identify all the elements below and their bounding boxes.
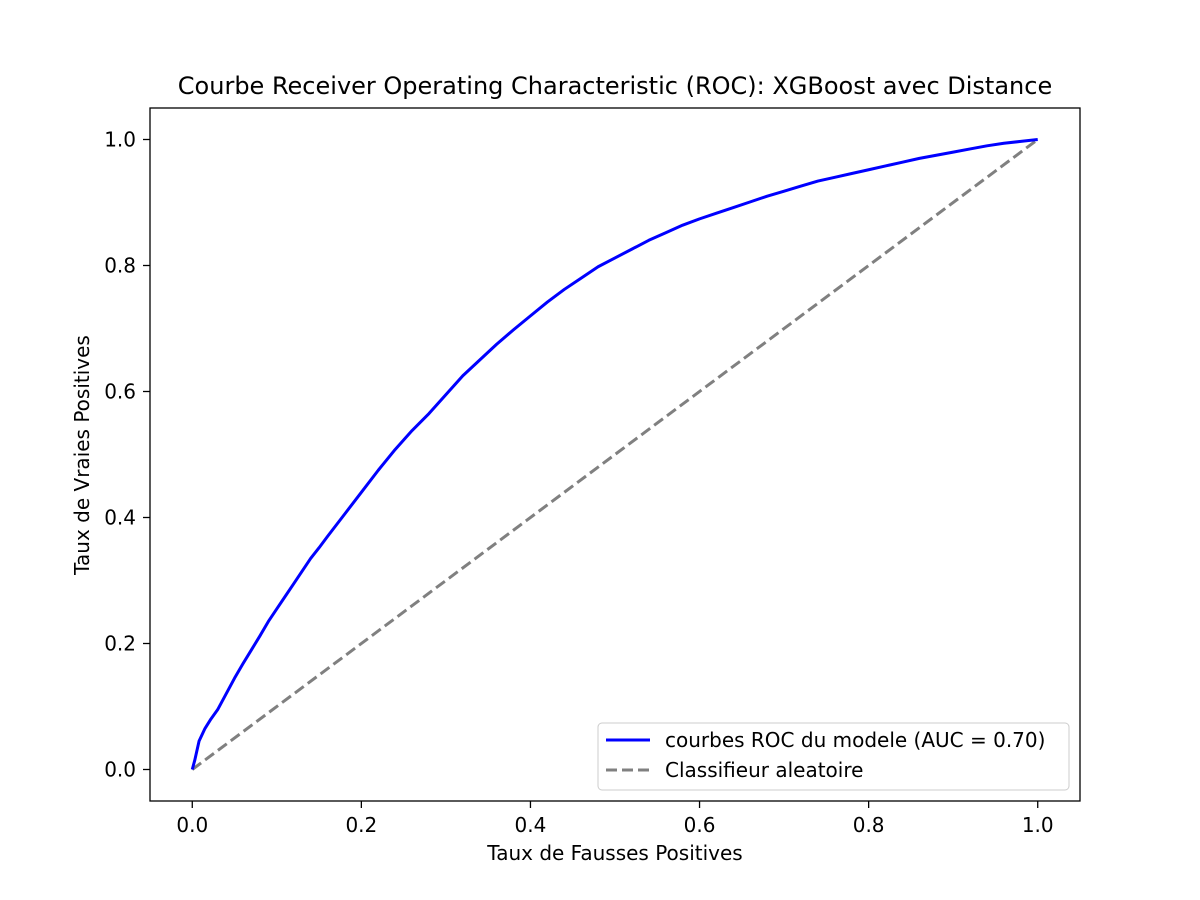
chart-title: Courbe Receiver Operating Characteristic… — [178, 72, 1052, 100]
y-tick-label: 0.0 — [104, 758, 136, 782]
x-tick-label: 0.0 — [176, 813, 208, 837]
legend-label-roc: courbes ROC du modele (AUC = 0.70) — [665, 728, 1045, 752]
plot-area — [190, 138, 1039, 771]
y-axis-label: Taux de Vraies Positives — [70, 335, 94, 576]
y-tick-label: 0.2 — [104, 632, 136, 656]
y-tick-label: 0.6 — [104, 380, 136, 404]
y-tick-label: 1.0 — [104, 128, 136, 152]
axes-ticks: 0.0 0.2 0.4 0.6 0.8 1.0 0.0 0.2 0.4 0.6 0.8 1.0 — [104, 128, 1053, 838]
x-tick-label: 1.0 — [1022, 813, 1054, 837]
legend: courbes ROC du modele (AUC = 0.70) Class… — [597, 722, 1070, 791]
y-tick-label: 0.8 — [104, 254, 136, 278]
plot-frame — [149, 107, 1081, 802]
x-tick-label: 0.6 — [684, 813, 716, 837]
legend-label-random: Classifieur aleatoire — [665, 758, 863, 782]
series-line-roc — [190, 138, 1038, 770]
x-axis-label: Taux de Fausses Positives — [486, 841, 742, 865]
y-tick-label: 0.4 — [104, 506, 136, 530]
x-tick-label: 0.8 — [853, 813, 885, 837]
x-tick-label: 0.2 — [345, 813, 377, 837]
x-tick-label: 0.4 — [515, 813, 547, 837]
legend-box — [597, 722, 1070, 791]
